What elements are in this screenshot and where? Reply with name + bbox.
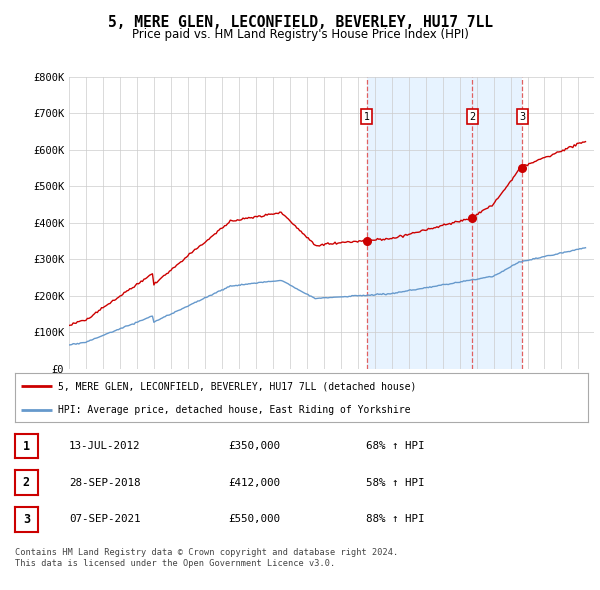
Text: Price paid vs. HM Land Registry's House Price Index (HPI): Price paid vs. HM Land Registry's House …	[131, 28, 469, 41]
Text: 5, MERE GLEN, LECONFIELD, BEVERLEY, HU17 7LL (detached house): 5, MERE GLEN, LECONFIELD, BEVERLEY, HU17…	[58, 381, 416, 391]
Text: £550,000: £550,000	[228, 514, 280, 524]
Text: 58% ↑ HPI: 58% ↑ HPI	[366, 478, 425, 487]
Text: 88% ↑ HPI: 88% ↑ HPI	[366, 514, 425, 524]
Text: 2: 2	[469, 112, 475, 122]
Text: 07-SEP-2021: 07-SEP-2021	[69, 514, 140, 524]
Text: 68% ↑ HPI: 68% ↑ HPI	[366, 441, 425, 451]
Text: 1: 1	[364, 112, 370, 122]
Text: 5, MERE GLEN, LECONFIELD, BEVERLEY, HU17 7LL: 5, MERE GLEN, LECONFIELD, BEVERLEY, HU17…	[107, 15, 493, 30]
Text: HPI: Average price, detached house, East Riding of Yorkshire: HPI: Average price, detached house, East…	[58, 405, 410, 415]
Text: 3: 3	[23, 513, 30, 526]
Bar	[472, 77, 522, 369]
Text: 13-JUL-2012: 13-JUL-2012	[69, 441, 140, 451]
Text: 3: 3	[519, 112, 525, 122]
Text: 28-SEP-2018: 28-SEP-2018	[69, 478, 140, 487]
Bar	[367, 77, 472, 369]
Text: 1: 1	[23, 440, 30, 453]
Text: £350,000: £350,000	[228, 441, 280, 451]
Text: £412,000: £412,000	[228, 478, 280, 487]
Text: 2: 2	[23, 476, 30, 489]
Text: Contains HM Land Registry data © Crown copyright and database right 2024.
This d: Contains HM Land Registry data © Crown c…	[15, 548, 398, 568]
